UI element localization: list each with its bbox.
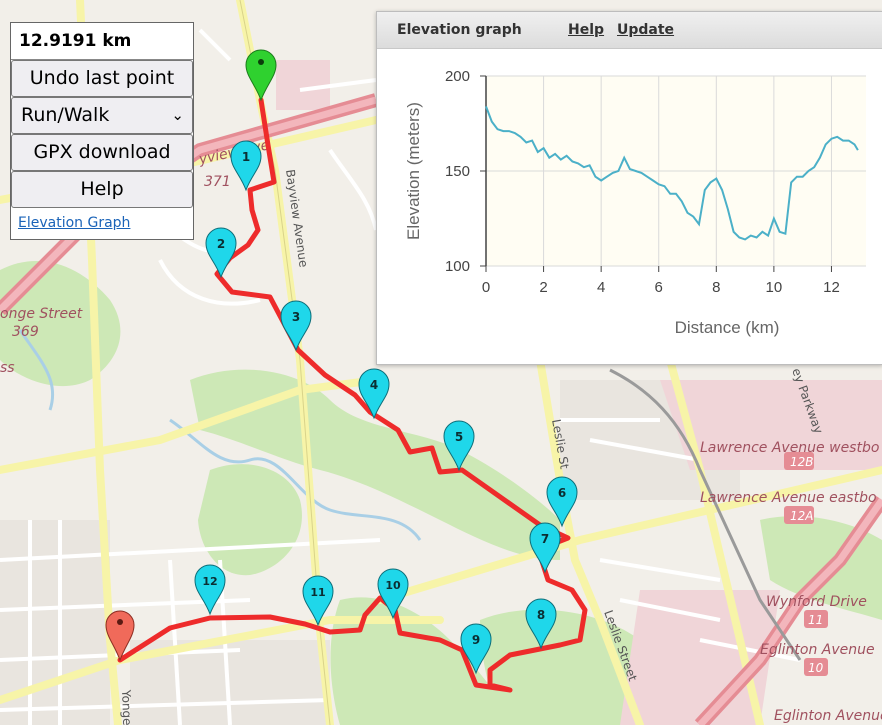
gpx-download-button[interactable]: GPX download <box>11 134 193 171</box>
label-yonge-vertical: Yonge <box>119 689 134 725</box>
x-tick-label: 12 <box>823 279 840 296</box>
exit-shields <box>784 452 828 676</box>
waypoint-marker-8[interactable]: 8 <box>525 598 557 650</box>
y-axis-label: Elevation (meters) <box>404 102 423 240</box>
elevation-chart: 0 2 4 6 8 10 12 100 150 200 Distance (km) Elevati… <box>404 68 866 337</box>
waypoint-label-10: 10 <box>385 579 401 592</box>
waypoint-label-4: 4 <box>370 378 378 392</box>
waypoint-label-7: 7 <box>541 532 549 546</box>
rail-line <box>609 368 802 661</box>
route-control-panel: 12.9191 km Undo last point Run/Walk ⌄ GP… <box>10 22 194 240</box>
chart-ticks: 0 2 4 6 8 10 12 100 150 200 <box>445 68 840 296</box>
graph-help-link[interactable]: Help <box>568 22 605 38</box>
elevation-graph-link[interactable]: Elevation Graph <box>18 215 131 231</box>
label-exit-10: 10 <box>808 661 824 675</box>
x-tick-label: 4 <box>597 279 605 296</box>
x-tick-label: 6 <box>655 279 663 296</box>
activity-mode-value: Run/Walk <box>21 104 110 126</box>
elevation-series-line <box>485 106 859 241</box>
label-eglinton-1: Eglinton Avenue <box>760 642 875 658</box>
waypoint-label-9: 9 <box>472 633 480 647</box>
waypoint-marker-7[interactable]: 7 <box>529 522 561 574</box>
elevation-graph-title: Elevation graph <box>397 22 522 38</box>
help-button[interactable]: Help <box>11 171 193 208</box>
y-tick-label: 150 <box>445 163 470 180</box>
label-yonge-street: onge Street <box>0 306 83 322</box>
waypoint-marker-12[interactable]: 12 <box>194 564 226 616</box>
label-exit-12b: 12B <box>790 455 814 469</box>
waypoint-marker-3[interactable]: 3 <box>280 300 312 352</box>
label-route-369: 369 <box>12 324 39 340</box>
waypoint-label-12: 12 <box>202 575 217 588</box>
undo-last-point-button[interactable]: Undo last point <box>11 60 193 97</box>
x-tick-label: 10 <box>766 279 783 296</box>
y-tick-label: 200 <box>445 68 470 85</box>
waypoint-marker-10[interactable]: 10 <box>377 568 409 620</box>
waypoint-marker-5[interactable]: 5 <box>443 420 475 472</box>
y-tick-label: 100 <box>445 258 470 275</box>
x-tick-label: 0 <box>482 279 490 296</box>
graph-update-link[interactable]: Update <box>617 22 675 38</box>
label-ss-fragment: ss <box>0 360 15 376</box>
waypoint-label-11: 11 <box>310 586 325 599</box>
waypoint-marker-11[interactable]: 11 <box>302 575 334 627</box>
waypoint-label-6: 6 <box>558 486 566 500</box>
waypoint-marker-6[interactable]: 6 <box>546 476 578 528</box>
label-wynford-drive: Wynford Drive <box>766 594 867 610</box>
activity-mode-select[interactable]: Run/Walk ⌄ <box>11 97 193 134</box>
end-marker[interactable] <box>105 610 135 662</box>
waypoint-label-2: 2 <box>217 237 225 251</box>
label-exit-12a: 12A <box>790 509 813 523</box>
rivers <box>18 329 422 541</box>
elevation-graph-window: Elevation graph Help Update 0 2 4 6 8 10 12 100… <box>376 11 882 365</box>
label-route-371: 371 <box>204 174 231 190</box>
label-exit-11: 11 <box>808 613 823 627</box>
start-marker[interactable] <box>245 49 277 102</box>
waypoint-label-5: 5 <box>455 430 463 444</box>
waypoint-marker-9[interactable]: 9 <box>460 623 492 675</box>
waypoint-label-3: 3 <box>292 310 300 324</box>
waypoint-label-8: 8 <box>537 608 545 622</box>
waypoint-label-1: 1 <box>242 150 250 164</box>
waypoint-marker-1[interactable]: 1 <box>230 140 262 192</box>
label-lawrence-west: Lawrence Avenue westbo <box>700 440 879 456</box>
x-axis-label: Distance (km) <box>675 318 780 337</box>
route-distance: 12.9191 km <box>11 23 193 60</box>
waypoint-marker-4[interactable]: 4 <box>358 368 390 420</box>
waypoint-marker-2[interactable]: 2 <box>205 227 237 279</box>
x-tick-label: 8 <box>712 279 720 296</box>
elevation-graph-header: Elevation graph Help Update <box>377 12 882 49</box>
x-tick-label: 2 <box>539 279 547 296</box>
chevron-down-icon: ⌄ <box>171 106 184 124</box>
label-eglinton-2: Eglinton Avenue <box>774 708 882 724</box>
label-lawrence-east: Lawrence Avenue eastbo <box>700 490 877 506</box>
